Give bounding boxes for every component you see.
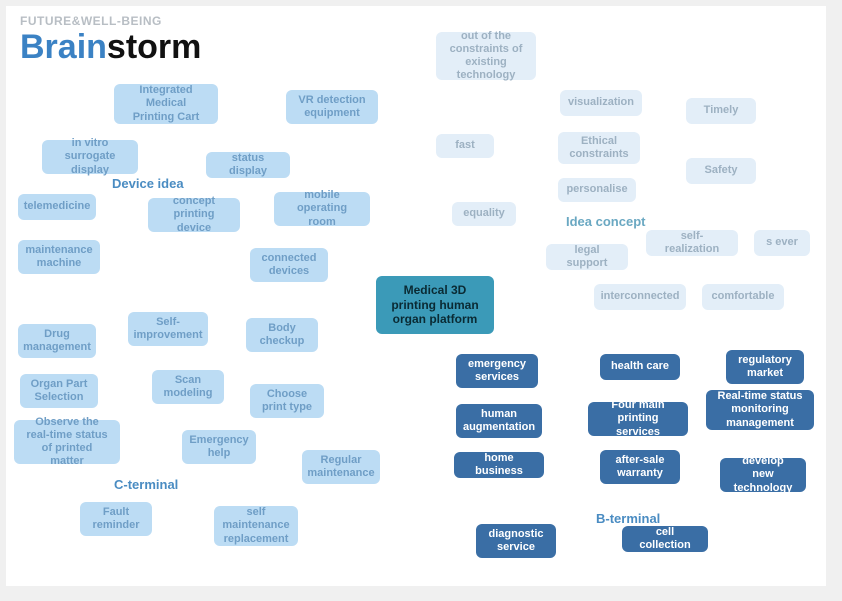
brainstorm-node[interactable]: Self-improvement [128, 312, 208, 346]
brainstorm-node[interactable]: emergency services [456, 354, 538, 388]
brainstorm-node[interactable]: Safety [686, 158, 756, 184]
brainstorm-node[interactable]: develop new technology [720, 458, 806, 492]
brainstorm-node[interactable]: self-realization [646, 230, 738, 256]
brainstorm-node[interactable]: regulatory market [726, 350, 804, 384]
brainstorm-node[interactable]: s ever [754, 230, 810, 256]
brainstorm-node[interactable]: out of the constraints of existing techn… [436, 32, 536, 80]
title-part2: storm [107, 28, 201, 66]
brainstorm-node[interactable]: maintenance machine [18, 240, 100, 274]
brainstorm-node[interactable]: Body checkup [246, 318, 318, 352]
brainstorm-node[interactable]: personalise [558, 178, 636, 202]
title-part1: Brain [20, 28, 107, 66]
brainstorm-node[interactable]: self maintenance replacement [214, 506, 298, 546]
brainstorm-node[interactable]: Integrated Medical Printing Cart [114, 84, 218, 124]
brainstorm-node[interactable]: Emergency help [182, 430, 256, 464]
brainstorm-node[interactable]: Timely [686, 98, 756, 124]
brainstorm-node[interactable]: VR detection equipment [286, 90, 378, 124]
brainstorm-node[interactable]: telemedicine [18, 194, 96, 220]
brainstorm-node[interactable]: Four main printing services [588, 402, 688, 436]
brainstorm-node[interactable]: in vitro surrogate display [42, 140, 138, 174]
brainstorm-node[interactable]: Drug management [18, 324, 96, 358]
brainstorm-node[interactable]: Organ Part Selection [20, 374, 98, 408]
brainstorm-node[interactable]: human augmentation [456, 404, 542, 438]
brainstorm-node[interactable]: Ethical constraints [558, 132, 640, 164]
brainstorm-node[interactable]: fast [436, 134, 494, 158]
brainstorm-node[interactable]: status display [206, 152, 290, 178]
header: FUTURE&WELL-BEING Brainstorm [20, 14, 201, 64]
page-title: Brainstorm [20, 30, 201, 64]
brainstorm-node[interactable]: health care [600, 354, 680, 380]
brainstorm-node[interactable]: Regular maintenance [302, 450, 380, 484]
brainstorm-node[interactable]: diagnostic service [476, 524, 556, 558]
cluster-label: Device idea [112, 176, 184, 191]
brainstorm-node[interactable]: cell collection [622, 526, 708, 552]
brainstorm-node[interactable]: Choose print type [250, 384, 324, 418]
brainstorm-node[interactable]: equality [452, 202, 516, 226]
brainstorm-node[interactable]: Scan modeling [152, 370, 224, 404]
cluster-label: B-terminal [596, 511, 660, 526]
brainstorm-node[interactable]: Real-time status monitoring management [706, 390, 814, 430]
cluster-label: Idea concept [566, 214, 645, 229]
brainstorm-node[interactable]: connected devices [250, 248, 328, 282]
header-kicker: FUTURE&WELL-BEING [20, 14, 201, 28]
brainstorm-node[interactable]: mobile operating room [274, 192, 370, 226]
brainstorm-node[interactable]: Fault reminder [80, 502, 152, 536]
central-node[interactable]: Medical 3D printing human organ platform [376, 276, 494, 334]
brainstorm-node[interactable]: interconnected [594, 284, 686, 310]
brainstorm-node[interactable]: concept printing device [148, 198, 240, 232]
brainstorm-node[interactable]: visualization [560, 90, 642, 116]
cluster-label: C-terminal [114, 477, 178, 492]
brainstorm-node[interactable]: legal support [546, 244, 628, 270]
brainstorm-node[interactable]: home business [454, 452, 544, 478]
brainstorm-node[interactable]: comfortable [702, 284, 784, 310]
brainstorm-node[interactable]: Observe the real-time status of printed … [14, 420, 120, 464]
brainstorm-canvas: FUTURE&WELL-BEING Brainstorm Medical 3D … [6, 6, 826, 586]
brainstorm-node[interactable]: after-sale warranty [600, 450, 680, 484]
